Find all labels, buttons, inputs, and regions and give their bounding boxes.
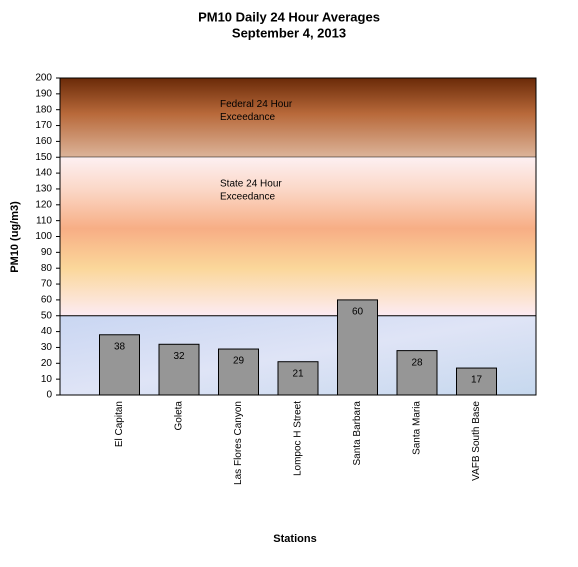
y-tick-label: 40: [41, 326, 53, 337]
y-tick-label: 70: [41, 279, 53, 290]
chart-title: PM10 Daily 24 Hour Averages: [198, 9, 380, 24]
plot-area: Federal 24 Hour Exceedance State 24 Hour Ex…: [35, 73, 537, 485]
y-tick-label: 180: [35, 104, 52, 115]
x-tick-label: El Capitan: [114, 401, 125, 447]
x-axis-title: Stations: [273, 533, 316, 545]
bar: [218, 348, 259, 396]
data-label: 17: [471, 375, 483, 386]
x-tick-label: Las Flores Canyon: [233, 401, 244, 485]
y-tick-label: 80: [41, 263, 53, 274]
bar: [158, 343, 200, 396]
x-tick-label: Lompoc H Street: [293, 401, 304, 476]
y-tick-label: 20: [41, 358, 53, 369]
bar: [396, 350, 438, 396]
x-tick-label: VAFB South Base: [471, 401, 482, 481]
y-tick-label: 130: [35, 184, 52, 195]
y-axis-title: PM10 (ug/m3): [9, 201, 21, 273]
y-tick-label: 90: [41, 247, 53, 258]
y-tick-label: 140: [35, 168, 52, 179]
y-tick-label: 200: [35, 73, 52, 84]
exceedance-zone: [60, 78, 536, 158]
bar: [337, 299, 378, 396]
zone-label: Federal 24 Hour Exceedance: [220, 99, 293, 123]
y-tick-label: 170: [35, 120, 52, 131]
exceedance-zone: [60, 157, 536, 316]
y-tick-label: 10: [41, 374, 53, 385]
y-tick-label: 160: [35, 136, 52, 147]
x-tick-label: Santa Barbara: [352, 401, 363, 466]
data-label: 38: [114, 341, 126, 352]
data-label: 29: [233, 356, 245, 367]
y-tick-label: 100: [35, 231, 52, 242]
y-tick-label: 30: [41, 342, 53, 353]
y-tick-label: 60: [41, 295, 53, 306]
y-tick-label: 190: [35, 88, 52, 99]
y-tick-label: 50: [41, 310, 53, 321]
bar: [99, 334, 140, 396]
y-tick-label: 150: [35, 152, 52, 163]
data-label: 21: [292, 368, 304, 379]
zone-label: State 24 Hour Exceedance: [220, 178, 282, 202]
bar: [456, 367, 497, 396]
x-tick-label: Goleta: [174, 401, 185, 431]
y-tick-label: 120: [35, 199, 52, 210]
chart-subtitle: September 4, 2013: [232, 25, 346, 40]
data-label: 32: [173, 351, 185, 362]
data-label: 28: [411, 357, 423, 368]
data-label: 60: [352, 307, 364, 318]
y-tick-label: 110: [36, 215, 52, 226]
bar: [277, 361, 319, 396]
x-tick-label: Santa Maria: [412, 401, 423, 455]
y-tick-label: 0: [46, 390, 52, 401]
